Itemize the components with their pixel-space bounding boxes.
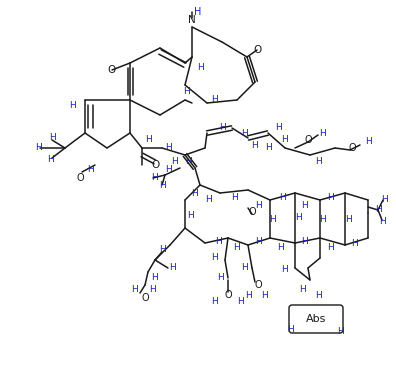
Text: O: O (248, 207, 256, 217)
Text: H: H (237, 298, 244, 307)
Text: O: O (151, 160, 159, 170)
Text: O: O (224, 290, 232, 300)
Text: H: H (148, 286, 155, 294)
Text: H: H (299, 286, 305, 294)
Text: H: H (375, 206, 381, 215)
Text: H: H (345, 215, 351, 225)
Text: H: H (242, 263, 248, 272)
Text: H: H (352, 239, 358, 248)
Text: H: H (34, 144, 41, 152)
Text: H: H (152, 173, 158, 182)
Text: H: H (337, 327, 343, 336)
Text: H: H (219, 123, 225, 132)
Text: H: H (282, 135, 288, 144)
Text: H: H (211, 95, 218, 104)
Text: H: H (205, 196, 211, 204)
Text: H: H (171, 158, 178, 166)
Text: H: H (279, 194, 286, 203)
Text: H: H (302, 201, 308, 210)
Text: H: H (192, 189, 198, 197)
Text: H: H (185, 158, 191, 166)
Text: H: H (287, 326, 293, 334)
Text: H: H (251, 140, 258, 149)
Text: H: H (255, 237, 261, 246)
Text: H: H (295, 213, 301, 222)
Text: H: H (262, 291, 268, 300)
Text: H: H (270, 215, 276, 225)
Text: H: H (49, 133, 55, 142)
Text: O: O (141, 293, 149, 303)
Text: O: O (76, 173, 84, 183)
Text: H: H (232, 192, 238, 201)
Text: H: H (217, 274, 223, 282)
Text: H: H (245, 291, 251, 300)
FancyBboxPatch shape (289, 305, 343, 333)
Text: H: H (242, 128, 248, 137)
Text: H: H (47, 156, 53, 165)
Text: H: H (165, 144, 171, 152)
Text: H: H (165, 166, 171, 175)
Text: H: H (159, 246, 166, 255)
Text: O: O (304, 135, 312, 145)
Text: H: H (365, 137, 371, 147)
Text: H: H (282, 265, 288, 274)
Text: H: H (234, 244, 240, 253)
Text: H: H (87, 166, 93, 175)
Text: H: H (194, 7, 202, 17)
Text: H: H (320, 128, 326, 137)
Text: H: H (70, 100, 76, 109)
Text: H: H (315, 291, 322, 300)
Text: H: H (211, 298, 218, 307)
Text: H: H (197, 62, 204, 71)
Text: H: H (215, 237, 221, 246)
Text: O: O (254, 45, 262, 55)
Text: H: H (327, 194, 333, 203)
Text: H: H (169, 263, 175, 272)
Text: H: H (265, 144, 271, 152)
Text: H: H (274, 123, 282, 132)
Text: H: H (320, 215, 326, 225)
Text: H: H (382, 196, 388, 204)
Text: H: H (327, 244, 333, 253)
Text: H: H (315, 158, 322, 166)
Text: H: H (211, 253, 218, 263)
Text: H: H (255, 201, 261, 210)
Text: O: O (254, 280, 262, 290)
Text: H: H (145, 135, 151, 144)
Text: H: H (187, 211, 193, 220)
Text: H: H (184, 88, 190, 97)
Text: H: H (277, 242, 284, 251)
Text: N: N (188, 15, 196, 25)
Text: H: H (131, 286, 138, 294)
Text: H: H (302, 237, 308, 246)
Text: O: O (108, 65, 116, 75)
Text: Abs: Abs (306, 314, 326, 324)
Text: H: H (379, 218, 385, 227)
Text: H: H (160, 180, 166, 189)
Text: H: H (152, 274, 158, 282)
Text: O: O (348, 143, 356, 153)
